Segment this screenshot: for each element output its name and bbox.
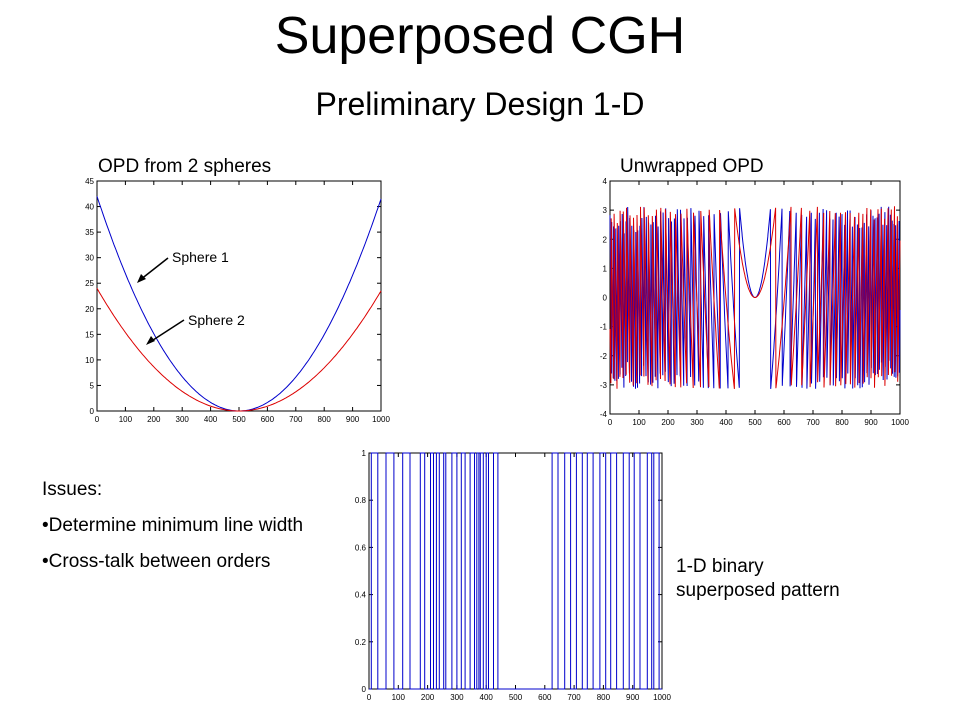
caption-line: 1-D binary: [676, 556, 764, 577]
series-line-2: [96, 288, 382, 412]
x-tick-label: 700: [289, 415, 303, 424]
x-tick-label: 600: [777, 418, 791, 427]
plot-frame: [368, 452, 663, 690]
y-tick-label: -1: [600, 323, 608, 332]
slide-subtitle: Preliminary Design 1-D: [315, 86, 645, 122]
x-tick-label: 0: [95, 415, 100, 424]
x-tick-label: 400: [204, 415, 218, 424]
y-tick-label: 30: [85, 254, 94, 263]
x-tick-label: 300: [450, 693, 464, 702]
x-tick-label: 200: [421, 693, 435, 702]
binary-caption: 1-D binary superposed pattern: [676, 555, 840, 603]
slide-title: Superposed CGH: [274, 7, 686, 65]
x-tick-label: 900: [626, 693, 640, 702]
y-tick-label: 25: [85, 279, 94, 288]
y-tick-label: 0: [90, 407, 95, 416]
x-tick-label: 1000: [372, 415, 390, 424]
x-tick-label: 300: [176, 415, 190, 424]
x-tick-label: 800: [318, 415, 332, 424]
y-tick-label: 15: [85, 330, 94, 339]
x-tick-label: 800: [597, 693, 611, 702]
x-tick-label: 100: [119, 415, 133, 424]
x-tick-label: 500: [509, 693, 523, 702]
arrow-head: [137, 274, 146, 283]
y-tick-label: -2: [600, 352, 608, 361]
y-tick-label: 4: [603, 177, 608, 186]
annotation-sphere-1: Sphere 1: [172, 249, 229, 265]
y-tick-label: 1: [362, 449, 367, 458]
x-tick-label: 500: [232, 415, 246, 424]
y-tick-label: 0: [362, 685, 367, 694]
y-tick-label: 20: [85, 305, 94, 314]
caption-line: superposed pattern: [676, 580, 840, 601]
y-tick-label: 3: [603, 206, 608, 215]
y-tick-label: 2: [603, 235, 608, 244]
chart-title-unwrapped: Unwrapped OPD: [620, 156, 764, 177]
y-tick-label: 1: [603, 264, 608, 273]
x-tick-label: 700: [806, 418, 820, 427]
x-tick-label: 200: [147, 415, 161, 424]
x-tick-label: 400: [480, 693, 494, 702]
x-tick-label: 700: [567, 693, 581, 702]
x-tick-label: 1000: [891, 418, 909, 427]
y-tick-label: 45: [85, 177, 94, 186]
x-tick-label: 0: [367, 693, 372, 702]
annotation-arrow: [139, 257, 169, 281]
y-tick-label: 5: [90, 381, 95, 390]
x-tick-label: 800: [835, 418, 849, 427]
x-tick-label: 600: [538, 693, 552, 702]
issue-item: •Determine minimum line width: [42, 515, 304, 536]
y-tick-label: 0.8: [355, 496, 367, 505]
y-tick-label: 10: [85, 356, 94, 365]
y-tick-label: 0.4: [355, 591, 367, 600]
wrapped-series-2: [609, 206, 901, 389]
issues-list: Issues: •Determine minimum line width •C…: [42, 478, 342, 586]
y-tick-label: 0.2: [355, 638, 367, 647]
annotation-sphere-2: Sphere 2: [188, 312, 245, 328]
y-tick-label: 0.6: [355, 543, 367, 552]
issue-item: •Cross-talk between orders: [42, 551, 271, 572]
chart-title-opd: OPD from 2 spheres: [98, 156, 272, 177]
x-tick-label: 1000: [653, 693, 671, 702]
x-tick-label: 0: [608, 418, 613, 427]
annotation-arrow: [149, 319, 185, 343]
x-tick-label: 300: [690, 418, 704, 427]
x-tick-label: 200: [661, 418, 675, 427]
y-tick-label: 40: [85, 203, 94, 212]
y-tick-label: 0: [603, 294, 608, 303]
y-tick-label: 35: [85, 228, 94, 237]
x-tick-label: 400: [719, 418, 733, 427]
x-tick-label: 900: [864, 418, 878, 427]
binary-pattern-line: [369, 452, 662, 690]
y-tick-label: -4: [600, 410, 608, 419]
y-tick-label: -3: [600, 381, 608, 390]
arrow-head: [146, 336, 155, 345]
x-tick-label: 500: [748, 418, 762, 427]
x-tick-label: 100: [392, 693, 406, 702]
x-tick-label: 100: [632, 418, 646, 427]
issues-heading: Issues:: [42, 479, 103, 500]
x-tick-label: 900: [346, 415, 360, 424]
x-tick-label: 600: [261, 415, 275, 424]
